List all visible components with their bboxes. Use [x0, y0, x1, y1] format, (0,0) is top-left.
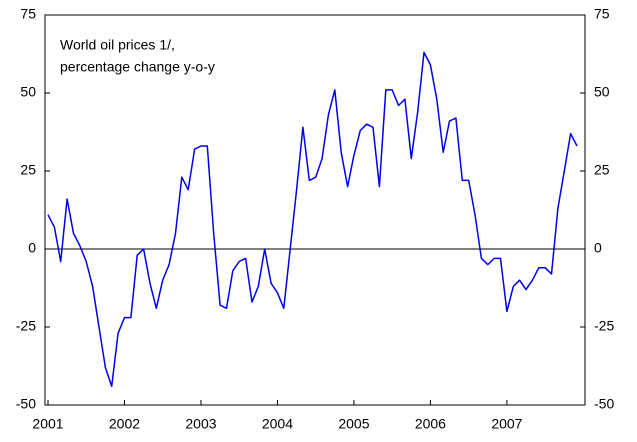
x-tick-label: 2007 — [491, 416, 522, 432]
y-tick-label: 25 — [20, 162, 36, 178]
plot-frame — [44, 14, 586, 406]
y2-tick-label: -25 — [594, 318, 614, 334]
y2-tick-label: 0 — [594, 240, 602, 256]
y2-tick-label: 50 — [594, 84, 610, 100]
annotation: percentage change y-o-y — [60, 59, 215, 75]
x-tick-label: 2005 — [338, 416, 369, 432]
y-tick-label: 50 — [20, 84, 36, 100]
y2-tick-label: -50 — [594, 396, 614, 412]
y2-tick-label: 25 — [594, 162, 610, 178]
y-tick-label: 0 — [28, 240, 36, 256]
y-tick-label: 75 — [20, 6, 36, 22]
x-tick-label: 2006 — [415, 416, 446, 432]
data-line — [47, 51, 578, 388]
annotation: World oil prices 1/, — [60, 37, 175, 53]
x-tick-label: 2002 — [109, 416, 140, 432]
y-tick-label: -25 — [16, 318, 36, 334]
y-tick-label: -50 — [16, 396, 36, 412]
y2-tick-label: 75 — [594, 6, 610, 22]
x-tick-label: 2003 — [185, 416, 216, 432]
x-tick-label: 2001 — [32, 416, 63, 432]
x-tick-label: 2004 — [262, 416, 293, 432]
